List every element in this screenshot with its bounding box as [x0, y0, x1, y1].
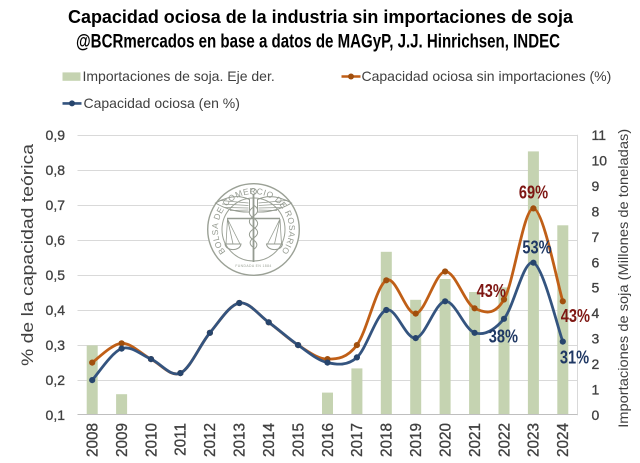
svg-text:11: 11 — [592, 127, 607, 143]
svg-text:FUNDADA EN 1884: FUNDADA EN 1884 — [235, 264, 271, 268]
svg-text:2008: 2008 — [85, 423, 102, 457]
svg-text:2022: 2022 — [496, 423, 513, 457]
svg-text:2013: 2013 — [232, 423, 249, 457]
svg-text:0,2: 0,2 — [46, 372, 66, 388]
svg-text:0,1: 0,1 — [46, 407, 66, 423]
svg-text:0,3: 0,3 — [46, 337, 66, 353]
svg-text:1: 1 — [592, 382, 600, 398]
svg-text:0,8: 0,8 — [46, 162, 66, 178]
svg-text:Importaciones de soja. Eje der: Importaciones de soja. Eje der. — [83, 68, 275, 84]
svg-text:2010: 2010 — [143, 423, 160, 457]
svg-text:0,4: 0,4 — [46, 302, 66, 318]
svg-text:2014: 2014 — [261, 423, 278, 458]
svg-text:% de la capacidad teórica: % de la capacidad teórica — [18, 143, 37, 366]
svg-text:0: 0 — [592, 407, 600, 423]
svg-text:4: 4 — [592, 305, 600, 321]
svg-text:10: 10 — [592, 152, 608, 168]
svg-text:6: 6 — [592, 254, 600, 270]
svg-text:7: 7 — [592, 229, 600, 245]
svg-text:2019: 2019 — [408, 423, 425, 457]
svg-text:2024: 2024 — [555, 423, 572, 458]
svg-text:9: 9 — [592, 178, 600, 194]
svg-text:8: 8 — [592, 203, 600, 219]
svg-text:3: 3 — [592, 331, 600, 347]
svg-text:2023: 2023 — [526, 423, 543, 457]
svg-text:0,5: 0,5 — [46, 267, 66, 283]
svg-text:0,6: 0,6 — [46, 232, 66, 248]
svg-text:2018: 2018 — [379, 423, 396, 457]
svg-text:31%: 31% — [560, 348, 589, 368]
svg-text:@BCRmercados en base a datos d: @BCRmercados en base a datos de MAGyP, J… — [76, 32, 560, 53]
svg-text:2016: 2016 — [320, 423, 337, 457]
svg-text:2009: 2009 — [114, 423, 131, 457]
svg-text:2012: 2012 — [202, 423, 219, 457]
svg-text:Capacidad ociosa de la industr: Capacidad ociosa de la industria sin imp… — [68, 6, 574, 27]
svg-text:69%: 69% — [519, 183, 548, 203]
svg-text:Importaciones de soja (Millone: Importaciones de soja (Millones de tonel… — [615, 129, 631, 428]
svg-text:2020: 2020 — [437, 423, 454, 457]
svg-text:38%: 38% — [489, 327, 518, 347]
svg-text:0,9: 0,9 — [46, 127, 66, 143]
svg-text:53%: 53% — [522, 238, 551, 258]
svg-text:0,7: 0,7 — [46, 197, 66, 213]
svg-text:2015: 2015 — [290, 423, 307, 457]
svg-text:5: 5 — [592, 280, 600, 296]
svg-text:43%: 43% — [561, 306, 590, 326]
svg-text:2: 2 — [592, 356, 600, 372]
svg-text:Capacidad ociosa sin importaci: Capacidad ociosa sin importaciones (%) — [362, 68, 612, 84]
svg-text:43%: 43% — [477, 281, 506, 301]
svg-text:2017: 2017 — [349, 423, 366, 457]
svg-text:Capacidad ociosa (en %): Capacidad ociosa (en %) — [84, 95, 240, 111]
svg-text:2021: 2021 — [467, 423, 484, 457]
svg-text:2011: 2011 — [173, 423, 190, 456]
